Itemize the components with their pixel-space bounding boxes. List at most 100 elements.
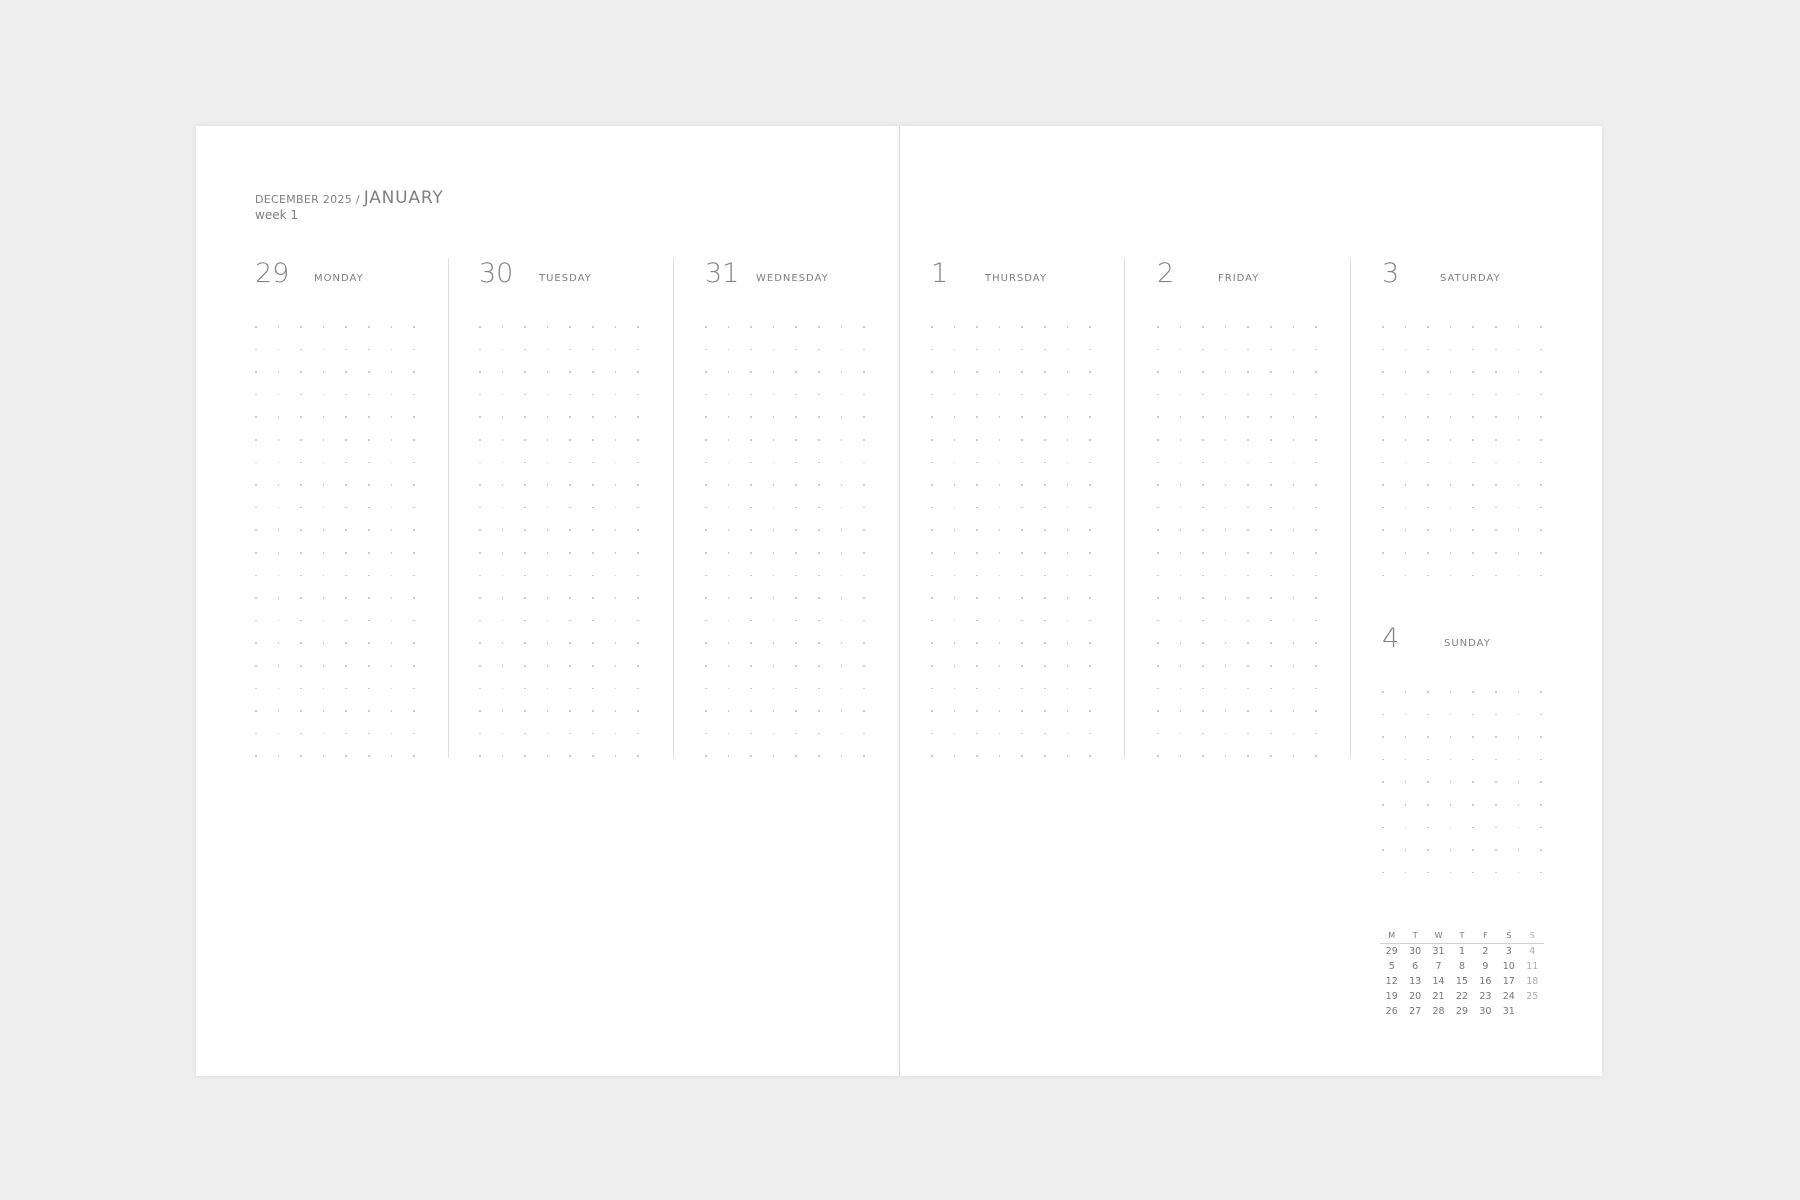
grid-dot xyxy=(1540,461,1542,464)
grid-dot xyxy=(1472,781,1474,783)
grid-dot xyxy=(953,755,956,757)
grid-dot xyxy=(390,687,393,690)
grid-dot xyxy=(1202,710,1204,712)
grid-dot xyxy=(614,416,617,418)
grid-dot xyxy=(1404,371,1407,373)
grid-dot xyxy=(1179,326,1182,328)
grid-dot xyxy=(1404,439,1407,441)
grid-dot xyxy=(546,574,549,577)
grid-dot xyxy=(1179,642,1182,644)
grid-dot xyxy=(1044,574,1046,577)
grid-dot xyxy=(1315,574,1317,577)
grid-dot xyxy=(300,755,302,757)
grid-dot xyxy=(1044,461,1046,464)
grid-dot xyxy=(998,574,1001,577)
grid-dot xyxy=(1427,574,1429,577)
grid-dot xyxy=(277,642,280,644)
grid-dot xyxy=(569,755,571,757)
grid-dot xyxy=(1157,348,1159,351)
grid-dot xyxy=(1315,371,1317,373)
grid-dot xyxy=(592,439,594,441)
grid-dot xyxy=(931,665,933,667)
grid-dot xyxy=(1247,506,1249,509)
grid-dot xyxy=(569,529,571,531)
grid-dot xyxy=(1449,348,1452,351)
grid-dot xyxy=(727,439,730,441)
grid-dot xyxy=(1517,804,1520,806)
grid-dot xyxy=(413,416,415,418)
grid-dot xyxy=(345,687,347,690)
grid-dot xyxy=(592,461,594,464)
day-name: TUESDAY xyxy=(539,273,592,284)
grid-dot xyxy=(1179,732,1182,735)
grid-dot xyxy=(1202,574,1204,577)
mini-calendar-day: 10 xyxy=(1502,961,1515,972)
grid-dot xyxy=(1517,736,1520,738)
grid-dot xyxy=(1179,461,1182,464)
grid-dot xyxy=(1495,804,1497,806)
grid-dot xyxy=(569,416,571,418)
grid-dot xyxy=(1495,552,1497,554)
grid-dot xyxy=(614,506,617,509)
grid-dot xyxy=(1179,371,1182,373)
grid-dot xyxy=(1270,439,1272,441)
grid-dot xyxy=(1472,416,1474,418)
grid-dot xyxy=(1382,371,1384,373)
grid-dot xyxy=(1021,574,1023,577)
grid-dot xyxy=(1449,691,1452,693)
grid-dot xyxy=(1427,506,1429,509)
grid-dot xyxy=(479,529,481,531)
right-page xyxy=(899,126,1602,1076)
grid-dot xyxy=(345,348,347,351)
grid-dot xyxy=(1495,393,1497,396)
grid-dot xyxy=(931,552,933,554)
grid-dot xyxy=(1540,826,1542,829)
grid-dot xyxy=(840,393,843,396)
grid-dot xyxy=(976,326,978,328)
day-name: WEDNESDAY xyxy=(756,273,829,284)
grid-dot xyxy=(1404,326,1407,328)
mini-calendar-weekday: F xyxy=(1473,928,1498,944)
grid-dot xyxy=(1292,348,1295,351)
grid-dot xyxy=(1202,687,1204,690)
grid-dot xyxy=(501,642,504,644)
grid-dot xyxy=(1044,348,1046,351)
grid-dot xyxy=(368,484,370,486)
grid-dot xyxy=(1540,736,1542,738)
grid-dot xyxy=(300,371,302,373)
grid-dot xyxy=(1224,416,1227,418)
grid-dot xyxy=(1157,687,1159,690)
grid-dot xyxy=(546,461,549,464)
grid-dot xyxy=(931,506,933,509)
grid-dot xyxy=(931,439,933,441)
grid-dot xyxy=(637,506,639,509)
grid-dot xyxy=(413,393,415,396)
grid-dot xyxy=(998,506,1001,509)
grid-dot xyxy=(1382,529,1384,531)
grid-dot xyxy=(1449,529,1452,531)
grid-dot xyxy=(524,710,526,712)
grid-dot xyxy=(413,484,415,486)
grid-dot xyxy=(1292,461,1295,464)
grid-dot xyxy=(1202,416,1204,418)
grid-dot xyxy=(976,665,978,667)
grid-dot xyxy=(750,597,752,599)
mini-calendar-day: 25 xyxy=(1526,991,1539,1002)
grid-dot xyxy=(345,439,347,441)
grid-dot xyxy=(255,642,257,644)
grid-dot xyxy=(705,439,707,441)
grid-dot xyxy=(1382,713,1384,716)
grid-dot xyxy=(277,710,280,712)
day-name: SUNDAY xyxy=(1444,638,1491,649)
grid-dot xyxy=(931,574,933,577)
grid-dot xyxy=(637,574,639,577)
grid-dot xyxy=(524,529,526,531)
grid-dot xyxy=(637,439,639,441)
grid-dot xyxy=(1472,461,1474,464)
grid-dot xyxy=(953,416,956,418)
grid-dot xyxy=(1021,461,1023,464)
grid-dot xyxy=(1089,326,1091,328)
grid-dot xyxy=(795,665,797,667)
grid-dot xyxy=(1247,642,1249,644)
grid-dot xyxy=(368,574,370,577)
